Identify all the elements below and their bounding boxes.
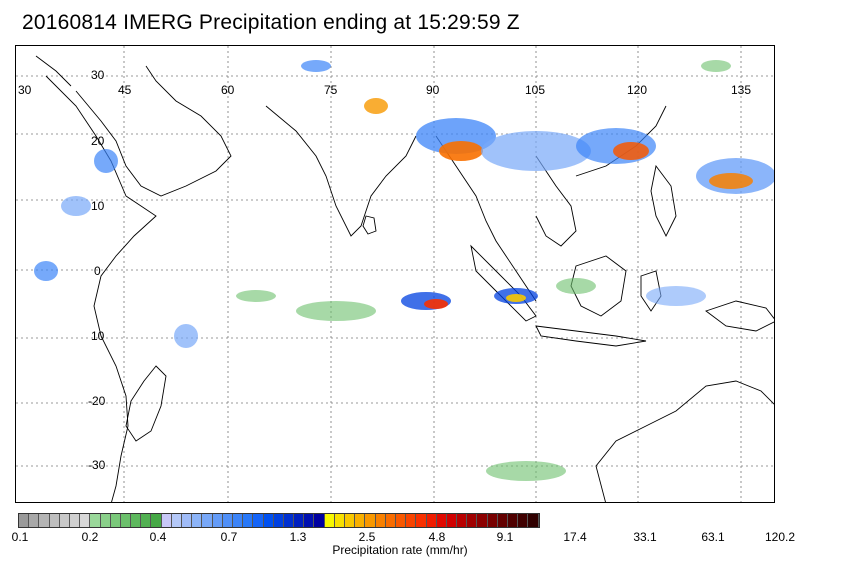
colorbar-tick-label: 9.1 [496,530,514,544]
colorbar-swatch [477,514,488,527]
lat-label-s20: -20 [88,394,106,408]
lon-label-75: 75 [324,83,338,97]
precipitation-map: 30 20 10 0 10 -20 -30 30 45 60 75 90 105… [15,45,775,503]
colorbar-tick-label: 17.4 [563,530,587,544]
colorbar-tick-label: 0.4 [149,530,167,544]
colorbar-swatch [19,514,30,527]
colorbar-swatch [395,514,407,527]
coastlines [35,55,774,502]
colorbar-swatch [100,514,111,527]
colorbar-swatch [29,514,40,527]
colorbar-swatch [283,514,295,527]
lon-label-30: 30 [18,83,32,97]
colorbar-swatch [131,514,142,527]
graticule [16,46,774,502]
colorbar-swatch [294,514,305,527]
colorbar-swatch [120,514,132,527]
colorbar-tick-label: 33.1 [633,530,657,544]
colorbar-swatch [324,514,335,527]
colorbar-swatch [528,514,539,527]
colorbar-tick-label: 120.2 [764,530,796,544]
colorbar-swatch [263,514,274,527]
colorbar-swatch [90,514,101,527]
colorbar [18,513,540,528]
colorbar-swatch [222,514,233,527]
lat-label-s30: -30 [88,458,106,472]
colorbar-swatch [436,514,447,527]
colorbar-swatch [416,514,427,527]
colorbar-swatch [334,514,345,527]
colorbar-swatch [345,514,356,527]
colorbar-swatch [110,514,121,527]
precipitation-field [34,60,774,481]
lon-label-45: 45 [118,83,132,97]
map-title: 20160814 IMERG Precipitation ending at 1… [22,11,520,34]
lat-label-s10: 10 [91,329,105,343]
colorbar-swatch [385,514,396,527]
colorbar-swatch [406,514,417,527]
colorbar-swatch [151,514,162,527]
colorbar-tick-label: 0.7 [220,530,238,544]
colorbar-swatch [141,514,152,527]
colorbar-tick-label: 63.1 [701,530,725,544]
lon-label-120: 120 [627,83,648,97]
colorbar-tick-label: 0.1 [11,530,29,544]
lon-label-105: 105 [525,83,546,97]
colorbar-swatch [212,514,223,527]
colorbar-swatch [49,514,60,527]
colorbar-tick-label: 1.3 [289,530,307,544]
colorbar-swatch [508,514,519,527]
colorbar-swatch [253,514,264,527]
colorbar-swatch [161,514,172,527]
colorbar-swatch [314,514,325,527]
colorbar-tick-label: 2.5 [358,530,376,544]
colorbar-swatch [457,514,468,527]
lat-label-0: 0 [94,264,101,278]
colorbar-swatch [355,514,366,527]
colorbar-swatch [39,514,50,527]
colorbar-swatch [487,514,498,527]
colorbar-swatch [273,514,284,527]
colorbar-swatch [171,514,182,527]
colorbar-swatch [426,514,437,527]
colorbar-tick-label: 0.2 [81,530,99,544]
colorbar-swatch [80,514,91,527]
colorbar-swatch [202,514,213,527]
lat-label-30: 30 [91,68,105,82]
colorbar-swatch [365,514,376,527]
colorbar-swatch [59,514,70,527]
colorbar-title: Precipitation rate (mm/hr) [332,543,468,557]
colorbar-swatch [232,514,244,527]
colorbar-swatch [304,514,315,527]
lat-label-20: 20 [91,134,105,148]
colorbar-swatch [69,514,81,527]
colorbar-swatch [375,514,386,527]
colorbar-swatch [518,514,529,527]
lon-label-90: 90 [426,83,440,97]
map-canvas [16,46,774,502]
lat-label-10: 10 [91,199,105,213]
colorbar-swatch [243,514,254,527]
colorbar-swatch [467,514,478,527]
colorbar-swatch [446,514,458,527]
lon-label-60: 60 [221,83,235,97]
colorbar-swatch [497,514,508,527]
lon-label-135: 135 [731,83,752,97]
colorbar-tick-label: 4.8 [428,530,446,544]
colorbar-swatch [192,514,203,527]
colorbar-swatch [182,514,193,527]
